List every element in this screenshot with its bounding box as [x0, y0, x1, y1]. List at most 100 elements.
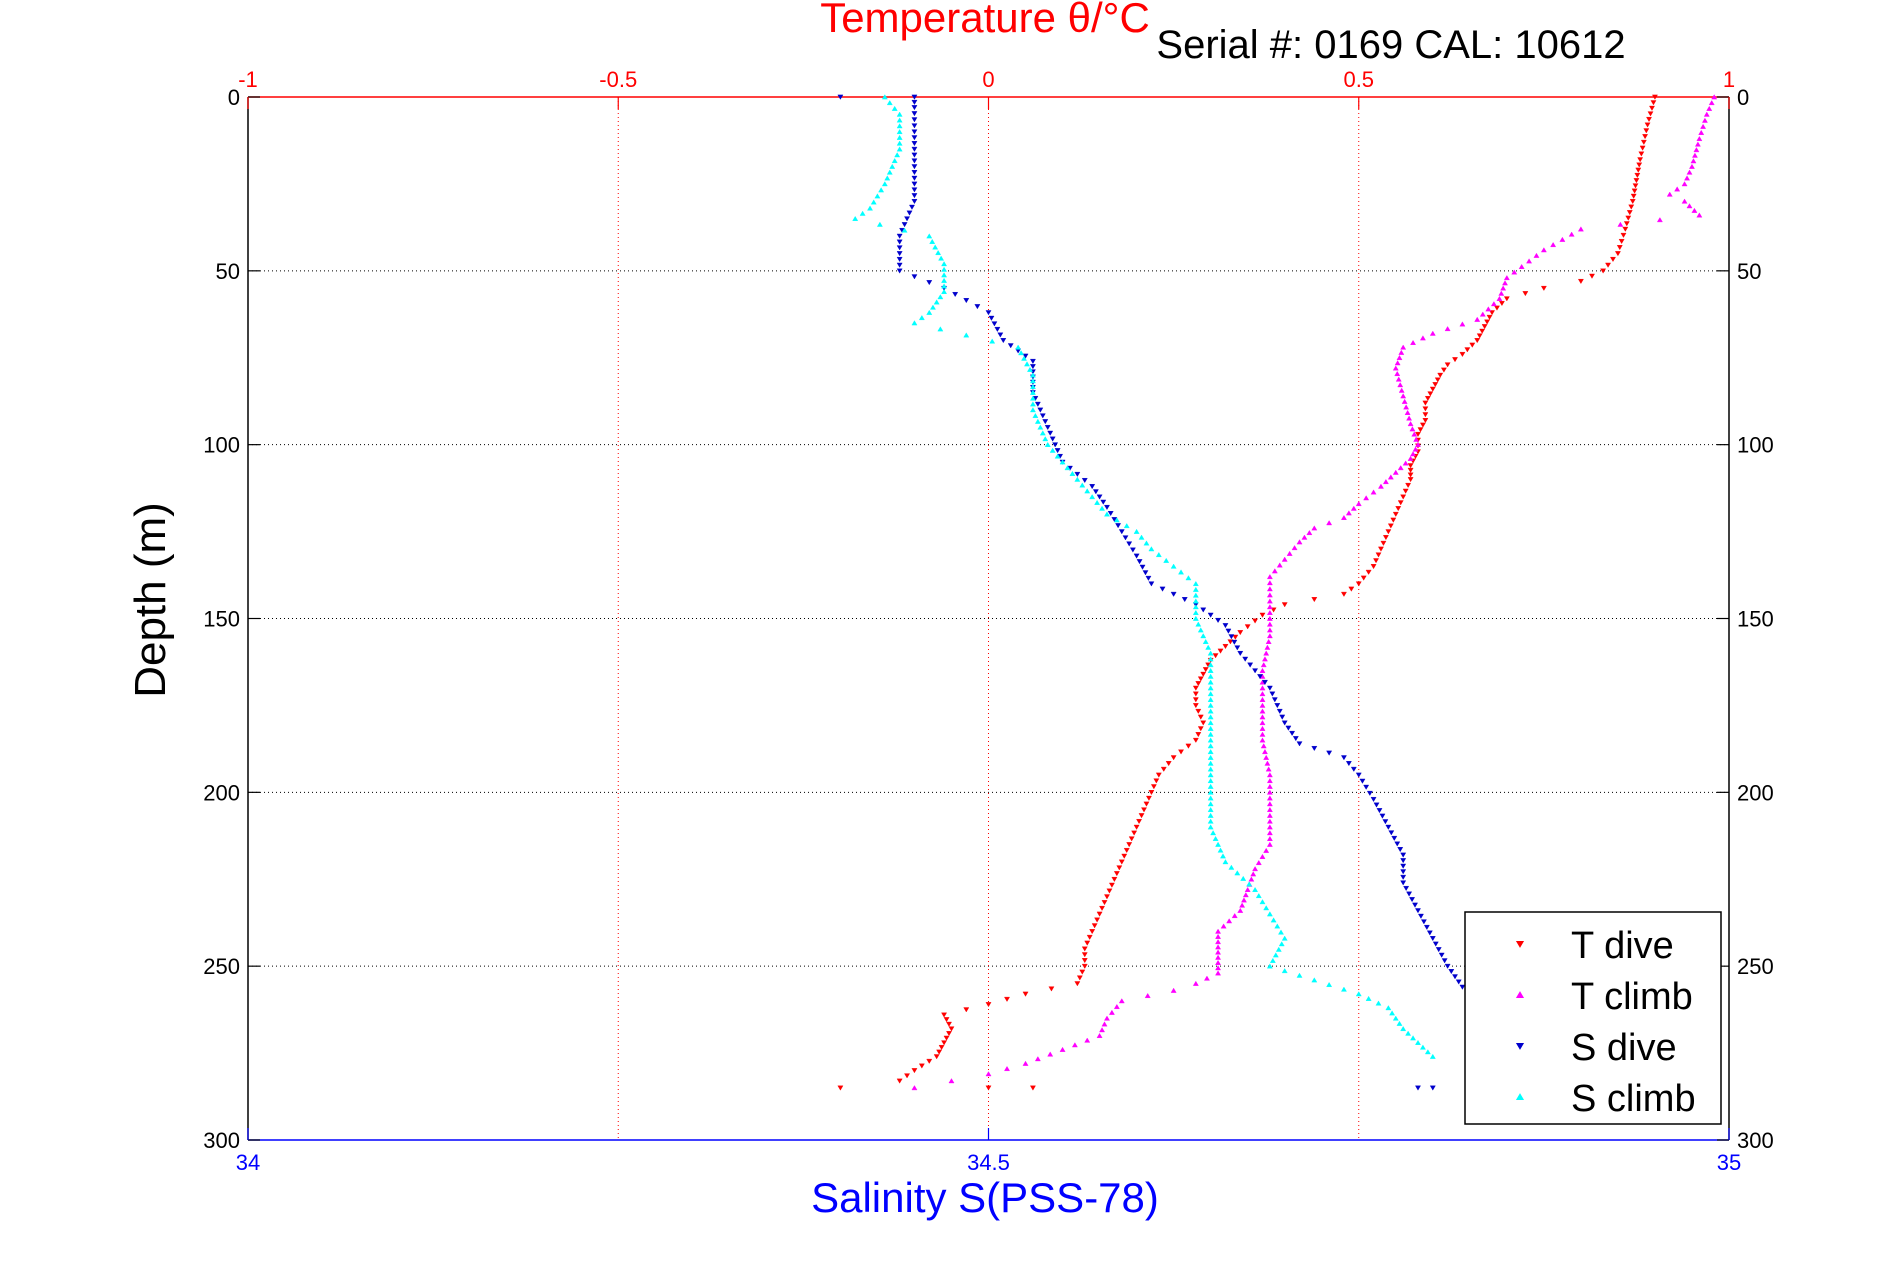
data-point: [1142, 570, 1149, 576]
data-point: [1649, 105, 1655, 111]
data-point: [1242, 656, 1249, 662]
data-point: [1104, 894, 1110, 900]
data-point: [1059, 1046, 1066, 1052]
data-point: [1498, 301, 1505, 307]
data-point: [1195, 708, 1202, 714]
data-point: [881, 181, 888, 187]
data-point: [1099, 905, 1105, 911]
data-point: [1326, 520, 1333, 526]
data-point: [904, 1073, 910, 1079]
data-point: [1656, 217, 1663, 223]
legend-marker: [1515, 1093, 1525, 1101]
data-point: [1145, 795, 1152, 801]
data-point: [1021, 355, 1027, 361]
data-point: [1263, 905, 1270, 911]
series-s-climb: [852, 94, 1658, 1091]
data-point: [1340, 591, 1347, 597]
data-point: [1029, 401, 1036, 407]
data-point: [1281, 602, 1288, 608]
data-point: [1024, 361, 1030, 367]
data-point: [1226, 918, 1233, 924]
data-point: [1518, 263, 1525, 269]
data-point: [1638, 151, 1645, 157]
data-point: [1289, 730, 1296, 736]
data-point: [1215, 933, 1222, 939]
data-point: [1215, 617, 1222, 623]
data-point: [933, 299, 940, 305]
data-point: [1301, 534, 1308, 540]
data-point: [1231, 639, 1238, 645]
data-point: [1266, 801, 1273, 807]
data-point: [1632, 183, 1639, 189]
data-point: [1155, 552, 1162, 558]
data-point: [1407, 477, 1414, 483]
data-point: [1708, 100, 1715, 106]
data-point: [1375, 1000, 1382, 1006]
depth-tick-label-right: 0: [1737, 85, 1749, 110]
data-point: [1540, 247, 1547, 253]
data-point: [1104, 511, 1110, 517]
data-point: [1054, 448, 1061, 454]
data-point: [889, 163, 896, 169]
data-point: [1207, 691, 1214, 697]
data-point: [1192, 592, 1199, 598]
data-point: [1148, 790, 1155, 796]
data-point: [1079, 482, 1086, 488]
data-point: [1029, 364, 1036, 370]
data-point: [896, 146, 903, 152]
data-point: [985, 310, 992, 316]
data-point: [1160, 766, 1167, 772]
data-point: [1363, 784, 1370, 790]
data-point: [1029, 407, 1036, 413]
data-point: [1389, 1010, 1396, 1016]
data-point: [1170, 987, 1177, 993]
data-point: [1340, 755, 1347, 761]
data-point: [1170, 563, 1177, 569]
data-point: [911, 181, 918, 187]
data-point: [1380, 540, 1387, 546]
data-point: [1271, 697, 1278, 703]
data-point: [1069, 470, 1076, 476]
data-point: [911, 135, 918, 141]
data-point: [1262, 656, 1268, 662]
data-point: [1401, 398, 1408, 404]
data-point: [878, 187, 885, 193]
data-point: [1419, 1044, 1426, 1050]
data-point: [1200, 633, 1207, 639]
data-point: [1048, 986, 1055, 992]
data-point: [1200, 720, 1207, 726]
data-point: [911, 175, 918, 181]
data-point: [909, 204, 915, 210]
data-point: [1311, 525, 1318, 531]
data-point: [1326, 981, 1333, 987]
data-point: [1481, 324, 1488, 330]
data-point: [1417, 427, 1424, 433]
data-point: [1227, 639, 1234, 645]
data-point: [1076, 975, 1083, 981]
data-point: [1197, 726, 1204, 732]
data-point: [896, 233, 903, 239]
data-point: [1355, 991, 1362, 997]
data-point: [1108, 1009, 1115, 1015]
data-point: [911, 170, 918, 176]
data-point: [1250, 871, 1257, 877]
data-point: [1620, 232, 1627, 238]
data-point: [1232, 634, 1239, 640]
data-point: [1419, 335, 1426, 341]
data-point: [1266, 574, 1273, 580]
data-point: [1259, 612, 1266, 618]
data-point: [1395, 376, 1402, 382]
data-point: [1207, 656, 1214, 662]
data-point: [1215, 939, 1222, 945]
data-point: [1691, 207, 1698, 213]
data-point: [1237, 907, 1244, 913]
data-point: [852, 215, 859, 221]
data-point: [1397, 382, 1404, 388]
data-point: [1029, 389, 1036, 395]
data-point: [896, 1078, 903, 1084]
data-point: [1215, 841, 1222, 847]
data-point: [1081, 478, 1088, 484]
data-point: [1049, 447, 1056, 453]
data-point: [1422, 418, 1429, 424]
